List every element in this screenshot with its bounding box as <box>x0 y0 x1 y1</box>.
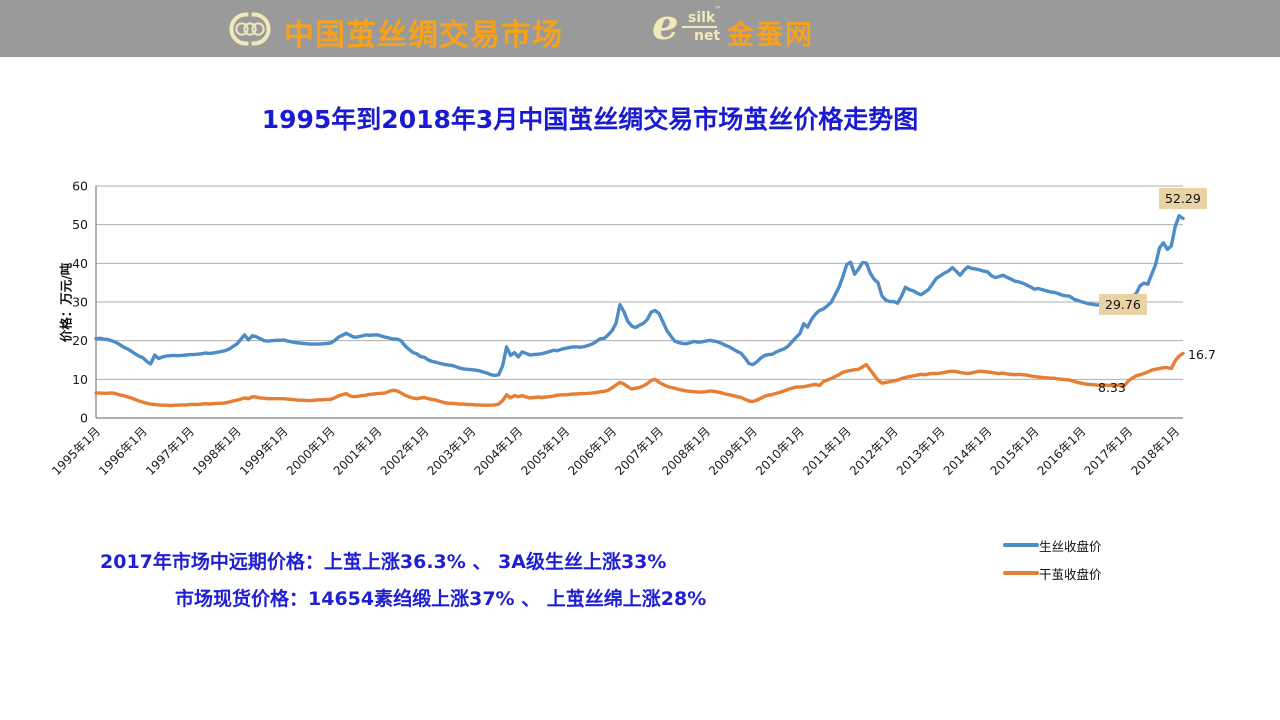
svg-text:2000年1月: 2000年1月 <box>284 424 338 478</box>
esilk-stack: silk net <box>682 11 720 43</box>
esilk-net: net <box>694 28 721 44</box>
svg-text:2001年1月: 2001年1月 <box>331 424 385 478</box>
svg-text:0: 0 <box>80 411 88 426</box>
svg-text:60: 60 <box>72 179 88 194</box>
svg-text:2004年1月: 2004年1月 <box>472 424 526 478</box>
svg-text:2013年1月: 2013年1月 <box>894 424 948 478</box>
svg-text:1995年1月: 1995年1月 <box>49 424 103 478</box>
svg-text:2003年1月: 2003年1月 <box>425 424 479 478</box>
svg-text:20: 20 <box>72 333 88 348</box>
svg-text:2008年1月: 2008年1月 <box>659 424 713 478</box>
plot-area: 0 10 20 30 40 50 60 1995年1月1996年1月1997年1月1998年1… <box>49 179 1185 478</box>
header-bar: 中国茧丝绸交易市场 e silk net ™ 金蚕网 <box>0 0 1280 57</box>
chart-title: 1995年到2018年3月中国茧丝绸交易市场茧丝价格走势图 <box>261 105 919 134</box>
svg-text:1996年1月: 1996年1月 <box>96 424 150 478</box>
svg-text:2015年1月: 2015年1月 <box>988 424 1042 478</box>
y-axis-title: 价格：万元/吨 <box>58 262 74 343</box>
svg-text:2011年1月: 2011年1月 <box>800 424 854 478</box>
svg-text:2006年1月: 2006年1月 <box>565 424 619 478</box>
svg-text:1997年1月: 1997年1月 <box>143 424 197 478</box>
svg-text:30: 30 <box>72 295 88 310</box>
svg-text:2007年1月: 2007年1月 <box>612 424 666 478</box>
svg-text:2014年1月: 2014年1月 <box>941 424 995 478</box>
svg-text:2017年1月: 2017年1月 <box>1082 424 1136 478</box>
site-name: 金蚕网 <box>727 20 814 51</box>
svg-text:10: 10 <box>72 372 88 387</box>
annotation-mid-long-term: 2017年市场中远期价格：上茧上涨36.3% 、 3A级生丝上涨33% <box>100 551 667 573</box>
data-label-cocoon-latest: 16.7 <box>1188 347 1216 362</box>
chart-legend: 生丝收盘价 干茧收盘价 <box>1003 534 1102 590</box>
svg-text:2002年1月: 2002年1月 <box>378 424 432 478</box>
trademark-symbol: ™ <box>714 5 722 14</box>
esilk-e: e <box>652 0 679 49</box>
svg-text:2010年1月: 2010年1月 <box>753 424 807 478</box>
svg-text:50: 50 <box>72 217 88 232</box>
cocoon-rings-logo-icon <box>229 12 271 46</box>
legend-item-dry-cocoon: 干茧收盘价 <box>1003 562 1102 584</box>
annotation-spot-price: 市场现货价格：14654素绉缎上涨37% 、 上茧丝绵上涨28% <box>175 588 707 610</box>
data-label-raw-silk-2016: 29.76 <box>1099 294 1147 315</box>
legend-label-raw-silk: 生丝收盘价 <box>1039 538 1102 554</box>
svg-text:2009年1月: 2009年1月 <box>706 424 760 478</box>
esilknet-logo-icon: e silk net ™ <box>652 4 722 50</box>
svg-text:1999年1月: 1999年1月 <box>237 424 291 478</box>
legend-line-sample-blue <box>1003 543 1039 547</box>
svg-text:2012年1月: 2012年1月 <box>847 424 901 478</box>
svg-text:2016年1月: 2016年1月 <box>1035 424 1089 478</box>
esilk-silk: silk <box>682 11 718 28</box>
data-label-raw-silk-latest: 52.29 <box>1159 188 1207 209</box>
data-label-cocoon-2016: 8.33 <box>1098 380 1126 395</box>
price-trend-chart: 0 10 20 30 40 50 60 1995年1月 1996年1月 1997年1月 1998年1… <box>0 160 1280 510</box>
svg-text:2005年1月: 2005年1月 <box>518 424 572 478</box>
brand-name: 中国茧丝绸交易市场 <box>284 18 563 53</box>
svg-text:2018年1月: 2018年1月 <box>1128 424 1182 478</box>
legend-item-raw-silk: 生丝收盘价 <box>1003 534 1102 556</box>
svg-text:1998年1月: 1998年1月 <box>190 424 244 478</box>
legend-label-dry-cocoon: 干茧收盘价 <box>1039 566 1102 582</box>
legend-line-sample-orange <box>1003 571 1039 575</box>
svg-text:40: 40 <box>72 256 88 271</box>
